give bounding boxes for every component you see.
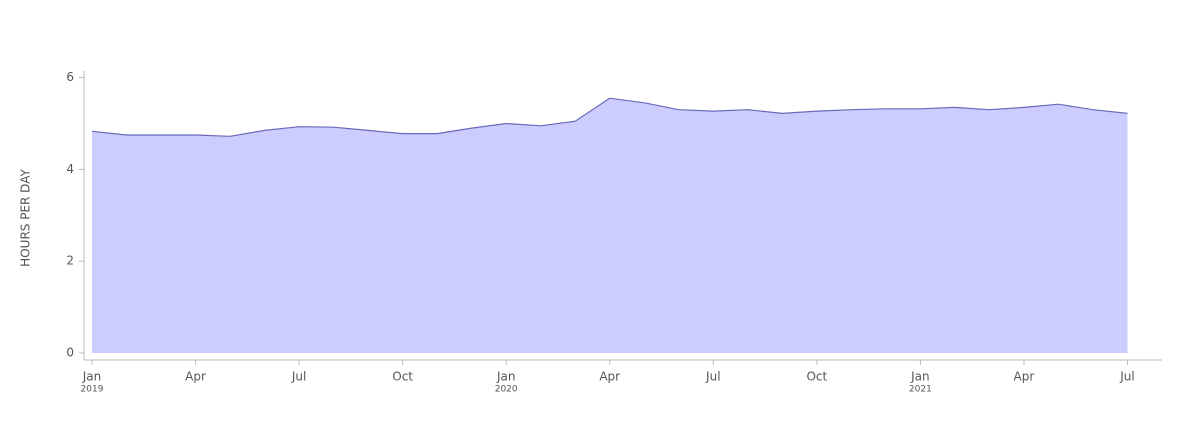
area <box>92 98 1128 353</box>
x-tick-label: Oct <box>392 370 413 384</box>
x-tick-label: Jan <box>910 370 930 384</box>
x-tick-label: Jul <box>705 370 720 384</box>
x-tick-label: Jan <box>496 370 516 384</box>
y-tick-label: 0 <box>66 346 74 360</box>
x-tick-year: 2019 <box>81 385 104 395</box>
y-axis-label: HOURS PER DAY <box>19 169 33 267</box>
y-tick-label: 6 <box>66 70 74 84</box>
x-tick-year: 2020 <box>495 385 518 395</box>
x-tick-year: 2021 <box>909 385 932 395</box>
x-tick-label: Jul <box>1119 370 1134 384</box>
x-tick-label: Apr <box>599 370 620 384</box>
area-line <box>91 97 1128 137</box>
y-tick-label: 4 <box>66 162 74 176</box>
x-tick-label: Apr <box>185 370 206 384</box>
x-tick-label: Jan <box>82 370 102 384</box>
x-tick-label: Oct <box>806 370 827 384</box>
y-tick-label: 2 <box>66 254 74 268</box>
x-tick-label: Jul <box>291 370 306 384</box>
x-tick-label: Apr <box>1014 370 1035 384</box>
